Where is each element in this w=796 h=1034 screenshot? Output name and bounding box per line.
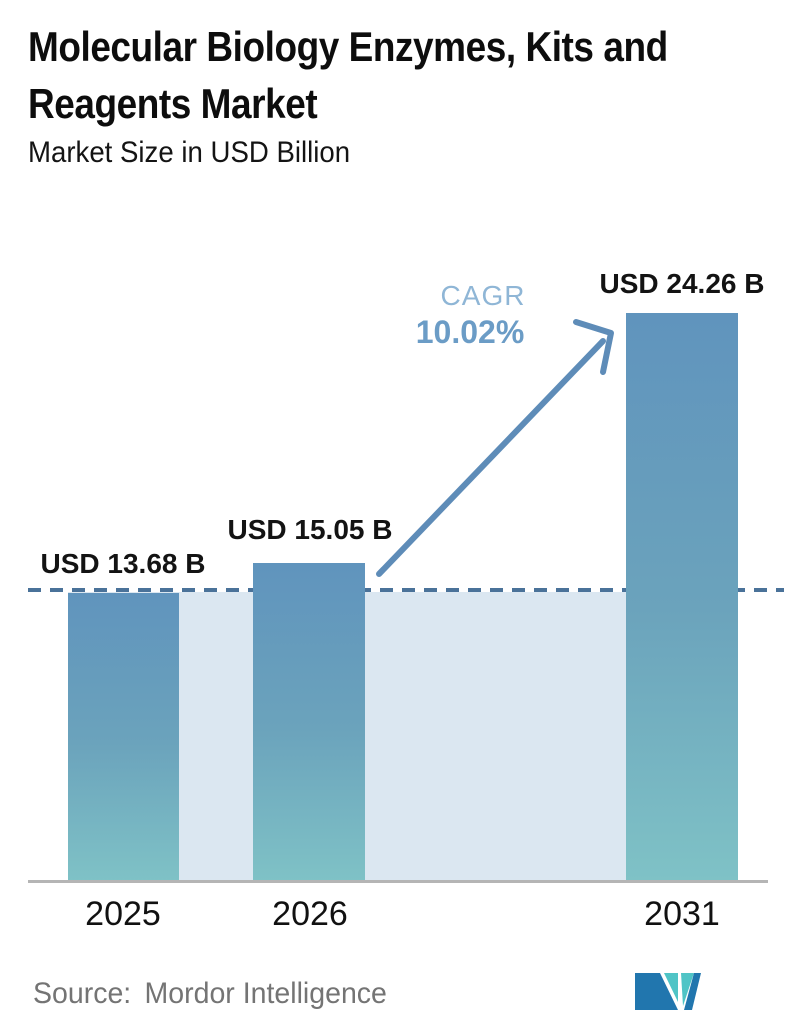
x-tick-2031: 2031 <box>644 895 720 933</box>
chart-title-line2: Reagents Market <box>28 80 318 127</box>
bar-2026 <box>253 563 365 882</box>
cagr-label: CAGR <box>440 280 526 311</box>
x-tick-2025: 2025 <box>85 895 161 933</box>
bar-2031 <box>626 313 738 882</box>
source-value: Mordor Intelligence <box>144 977 387 1010</box>
mordor-intelligence-logo <box>635 973 701 1010</box>
x-axis-line <box>28 880 768 883</box>
bar-2025 <box>68 593 179 882</box>
cagr-value: 10.02% <box>415 314 525 350</box>
chart-subtitle: Market Size in USD Billion <box>28 136 351 169</box>
baseline-dashed-line <box>28 588 784 592</box>
x-tick-2026: 2026 <box>272 895 348 933</box>
source-label: Source: <box>33 977 132 1010</box>
value-label-2025: USD 13.68 B <box>40 548 206 579</box>
value-label-2031: USD 24.26 B <box>599 268 765 299</box>
value-label-2026: USD 15.05 B <box>227 514 393 545</box>
source-attribution: Source: Mordor Intelligence <box>33 977 387 1011</box>
chart-title: Molecular Biology Enzymes, Kits and Reag… <box>28 18 697 132</box>
chart-title-line1: Molecular Biology Enzymes, Kits and <box>28 23 668 70</box>
